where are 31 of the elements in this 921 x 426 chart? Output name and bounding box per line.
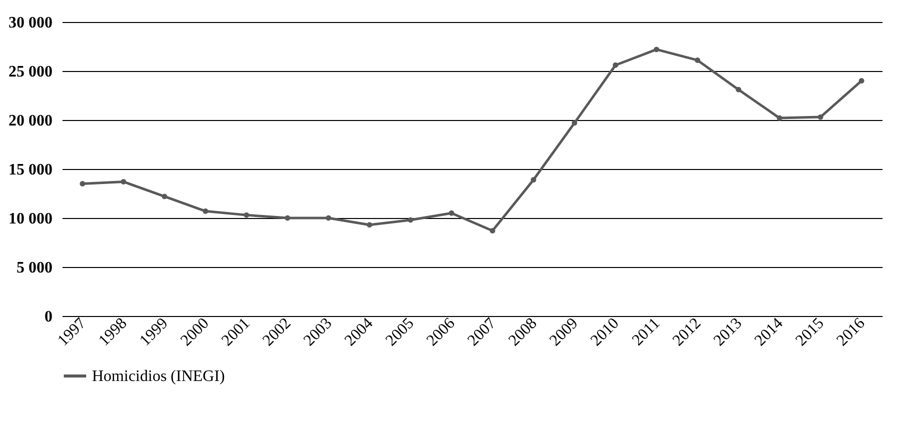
x-tick-label: 2011 — [629, 314, 664, 350]
point — [120, 179, 126, 184]
point — [202, 208, 208, 214]
point — [818, 114, 824, 120]
y-tick-label: 30 000 — [8, 14, 52, 32]
legend-label: Homicidios (INEGI) — [92, 368, 225, 385]
point — [490, 228, 496, 234]
y-tick-label: 25 000 — [8, 64, 52, 80]
y-tick-label: 10 000 — [8, 210, 52, 228]
point — [80, 180, 86, 186]
point — [530, 177, 536, 183]
y-tick-label: 20 000 — [8, 112, 52, 130]
x-tick-label: 2001 — [218, 314, 254, 350]
point — [654, 46, 660, 52]
point — [244, 212, 250, 218]
point — [284, 215, 290, 221]
point — [326, 215, 332, 221]
point — [366, 222, 372, 228]
y-tick-label: 5 000 — [16, 260, 52, 276]
point — [612, 62, 618, 68]
point — [694, 57, 700, 63]
point — [858, 78, 864, 84]
y-tick-label: 15 000 — [8, 162, 52, 178]
point — [572, 120, 578, 126]
point — [736, 86, 742, 92]
point — [776, 115, 782, 121]
x-tick-label: 1999 — [136, 314, 172, 350]
y-tick-label: 0 — [44, 308, 52, 326]
point — [408, 217, 414, 223]
point — [448, 210, 454, 216]
point — [162, 194, 168, 200]
